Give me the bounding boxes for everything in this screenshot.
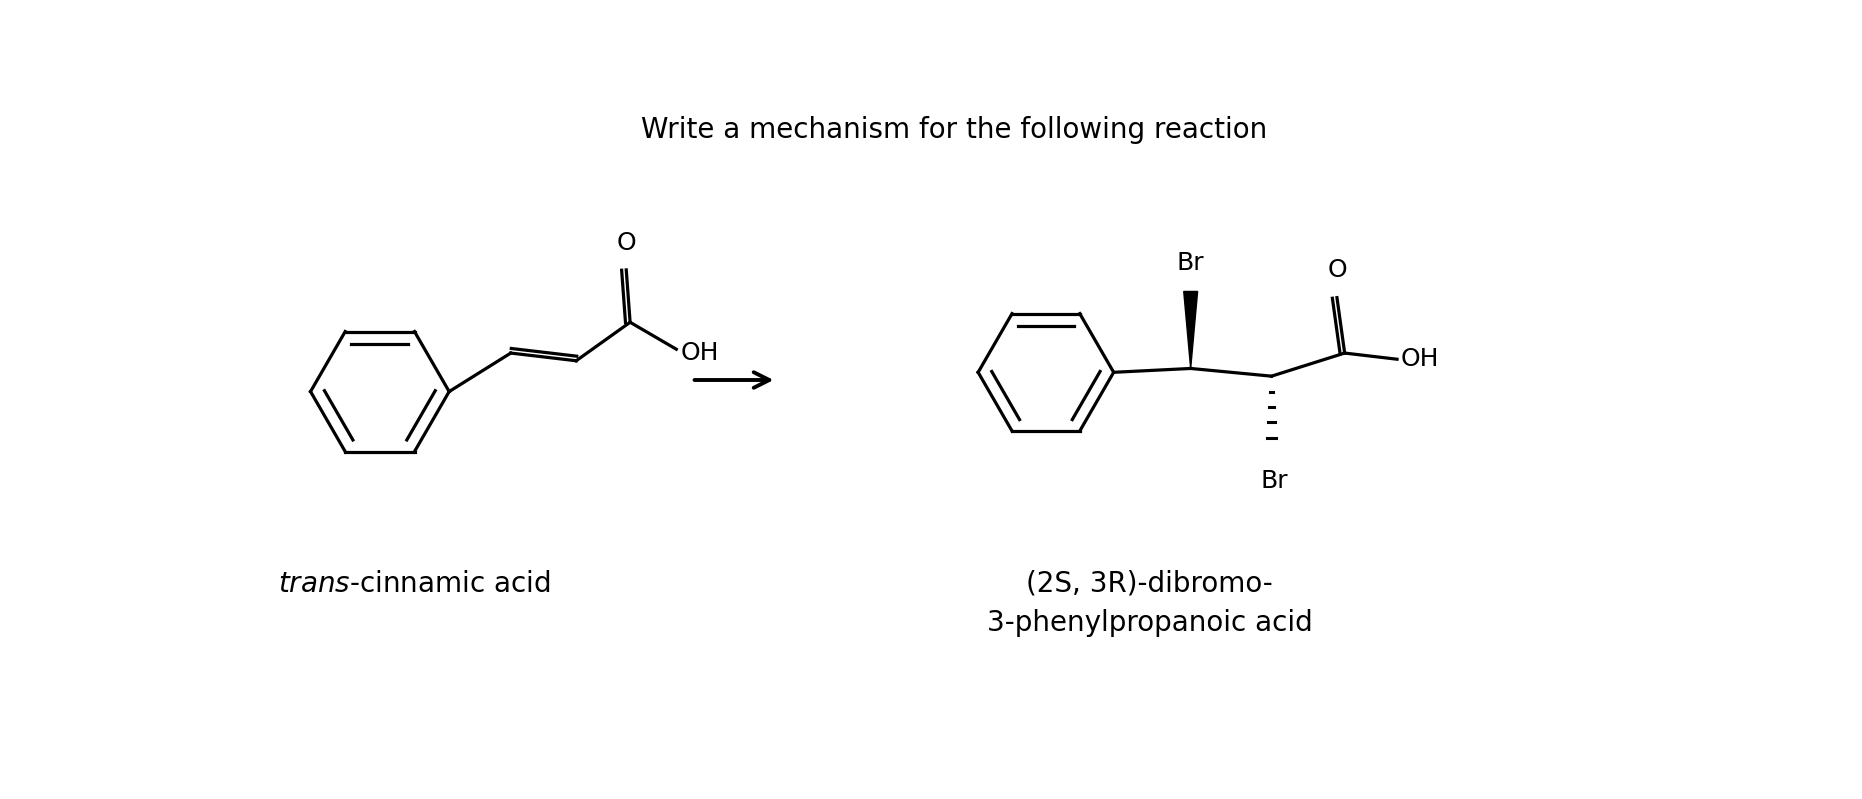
Text: O: O — [1328, 258, 1346, 282]
Text: Write a mechanism for the following reaction: Write a mechanism for the following reac… — [641, 116, 1268, 144]
Polygon shape — [1184, 292, 1197, 368]
Text: O: O — [616, 230, 637, 255]
Text: (2S, 3R)-dibromo-
3-phenylpropanoic acid: (2S, 3R)-dibromo- 3-phenylpropanoic acid — [987, 570, 1313, 637]
Text: Br: Br — [1177, 251, 1205, 275]
Text: OH: OH — [680, 341, 719, 365]
Text: $\mathit{trans}$-cinnamic acid: $\mathit{trans}$-cinnamic acid — [277, 570, 551, 598]
Text: Br: Br — [1261, 468, 1289, 492]
Text: OH: OH — [1400, 348, 1439, 372]
